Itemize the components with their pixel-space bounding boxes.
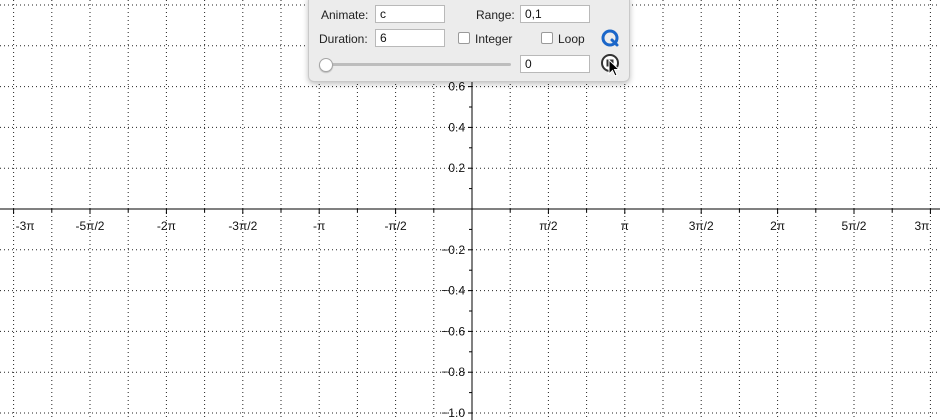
frame-value-input[interactable] <box>520 55 590 73</box>
x-tick-label: -π/2 <box>384 219 407 233</box>
y-tick-label: −0.4 <box>441 284 465 298</box>
animate-variable-input[interactable] <box>375 5 445 23</box>
duration-label: Duration: <box>319 32 368 46</box>
x-tick-label: 3π/2 <box>689 219 714 233</box>
duration-input[interactable] <box>375 29 445 47</box>
x-tick-label: -3π <box>16 219 35 233</box>
frame-slider-thumb[interactable] <box>319 58 333 72</box>
y-tick-label: −0.8 <box>441 365 465 379</box>
integer-label: Integer <box>475 32 513 46</box>
x-tick-label: 3π <box>914 219 929 233</box>
y-tick-label: 0.6 <box>448 80 465 94</box>
integer-checkbox[interactable] <box>458 32 470 44</box>
y-tick-labels: 0.6 0.4 0.2 −0.2 −0.4 −0.6 −0.8 −1.0 <box>441 80 465 420</box>
y-tick-label: −0.6 <box>441 324 465 338</box>
x-tick-label: 2π <box>770 219 785 233</box>
y-tick-label: 0.4 <box>448 120 465 134</box>
x-tick-label: -3π/2 <box>228 219 257 233</box>
y-tick-label: −0.2 <box>441 243 465 257</box>
y-tick-label: 0.2 <box>448 161 465 175</box>
x-tick-label: -5π/2 <box>76 219 105 233</box>
loop-checkbox[interactable] <box>541 32 553 44</box>
x-tick-label: π <box>621 219 629 233</box>
animation-panel: Animate: Range: Duration: Integer Loop <box>308 0 630 82</box>
x-tick-label: π/2 <box>539 219 558 233</box>
range-label: Range: <box>476 8 515 22</box>
y-tick-label: −1.0 <box>441 406 465 420</box>
animate-label: Animate: <box>321 8 369 22</box>
x-tick-label: -2π <box>157 219 176 233</box>
mouse-cursor-icon <box>608 59 620 77</box>
x-tick-labels: -3π -5π/2 -2π -3π/2 -π -π/2 π/2 π 3π/2 2π 5π/2 3π <box>16 219 930 233</box>
range-input[interactable] <box>520 5 590 23</box>
frame-slider-track[interactable] <box>323 63 511 66</box>
x-tick-label: 5π/2 <box>842 219 867 233</box>
animate-icon[interactable] <box>600 28 620 48</box>
loop-label: Loop <box>558 32 585 46</box>
x-tick-label: -π <box>313 219 325 233</box>
